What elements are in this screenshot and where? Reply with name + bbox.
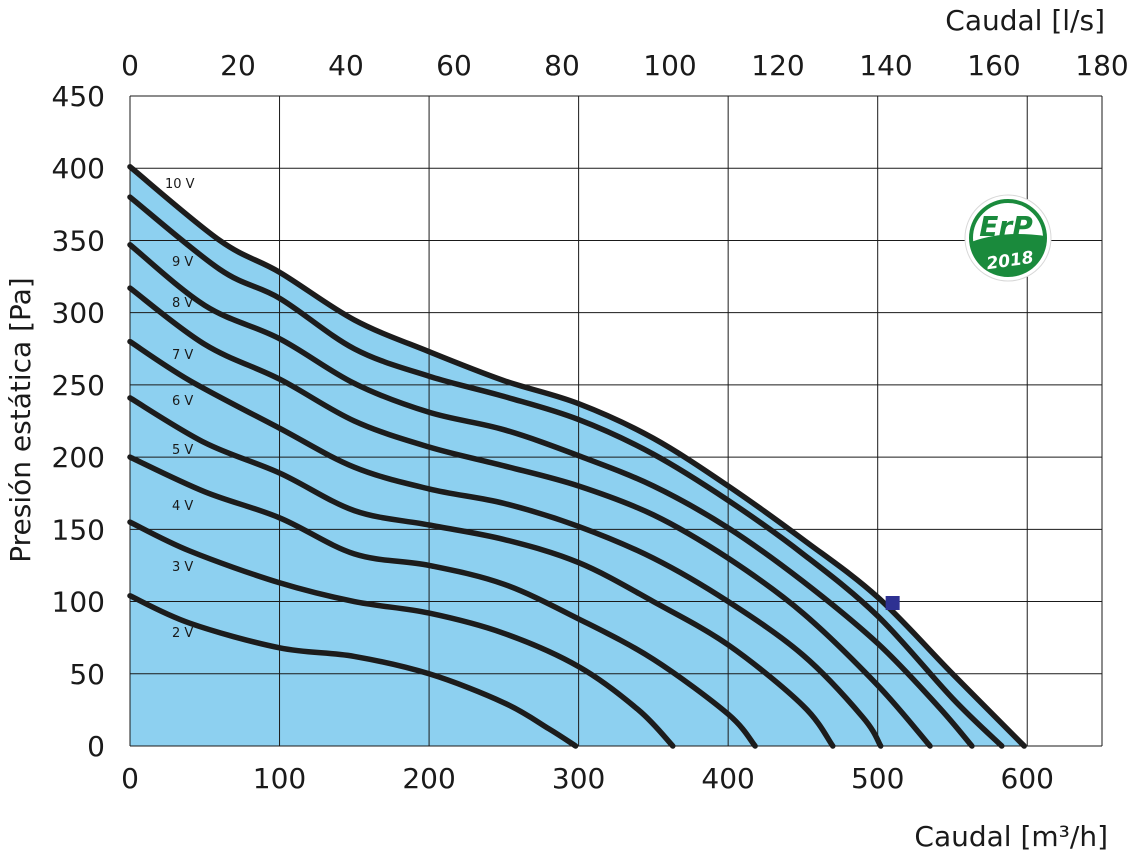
- curve-label: 10 V: [165, 177, 195, 192]
- x-top-tick-label: 40: [328, 49, 364, 82]
- x-bottom-tick-label: 300: [552, 762, 605, 795]
- grid: [129, 95, 1103, 747]
- fan-curves: [127, 164, 1027, 749]
- curve-labels: 2 V 3 V 4 V 5 V 6 V 7 V 8 V 9 V 10 V: [165, 177, 195, 641]
- fan-curve: [127, 164, 1027, 749]
- x-bottom-tick-label: 0: [121, 762, 139, 795]
- fan-curve: [127, 593, 579, 749]
- curve-label: 4 V: [172, 499, 193, 514]
- curve-label: 2 V: [172, 626, 193, 641]
- x-bottom-axis-title: Caudal [m³/h]: [914, 820, 1108, 853]
- y-tick-label: 200: [52, 441, 105, 474]
- x-top-tick-label: 60: [436, 49, 472, 82]
- x-bottom-tick-label: 400: [701, 762, 754, 795]
- x-top-tick-label: 0: [121, 49, 139, 82]
- x-bottom-tick-label: 500: [851, 762, 904, 795]
- y-tick-label: 400: [52, 152, 105, 185]
- x-bottom-tick-label: 200: [402, 762, 455, 795]
- fan-curve: [127, 338, 884, 749]
- erp-2018-badge: ErP 2018: [964, 194, 1052, 282]
- x-top-tick-label: 120: [751, 49, 804, 82]
- x-bottom-tick-label: 100: [253, 762, 306, 795]
- x-top-tick-label: 80: [544, 49, 580, 82]
- fan-curve: [127, 519, 676, 749]
- y-tick-label: 100: [52, 586, 105, 619]
- curve-label: 3 V: [172, 560, 193, 575]
- operating-point-marker: [885, 596, 900, 610]
- y-axis-title: Presión estática [Pa]: [4, 277, 37, 562]
- curve-label: 9 V: [172, 255, 193, 270]
- x-top-axis-title: Caudal [l/s]: [945, 4, 1105, 37]
- y-tick-label: 150: [52, 513, 105, 546]
- y-tick-label: 50: [69, 658, 105, 691]
- curve-label: 7 V: [172, 348, 193, 363]
- y-tick-label: 250: [52, 369, 105, 402]
- x-top-tick-label: 100: [643, 49, 696, 82]
- y-tick-label: 300: [52, 297, 105, 330]
- y-tick-label: 350: [52, 224, 105, 257]
- y-tick-label: 450: [52, 80, 105, 113]
- fan-curve: [127, 194, 1005, 749]
- curve-label: 5 V: [172, 443, 193, 458]
- fan-curve: [127, 395, 836, 749]
- y-tick-label: 0: [87, 730, 105, 763]
- erp-badge-text: ErP: [979, 210, 1033, 243]
- fan-curve: [127, 285, 933, 749]
- x-top-tick-label: 140: [859, 49, 912, 82]
- curve-label: 6 V: [172, 394, 193, 409]
- x-top-tick-label: 20: [220, 49, 256, 82]
- fan-curve: [127, 242, 975, 749]
- fan-curve: [127, 454, 758, 749]
- x-bottom-tick-label: 600: [1001, 762, 1054, 795]
- curve-label: 8 V: [172, 296, 193, 311]
- x-top-tick-label: 160: [967, 49, 1020, 82]
- x-top-tick-label: 180: [1075, 49, 1128, 82]
